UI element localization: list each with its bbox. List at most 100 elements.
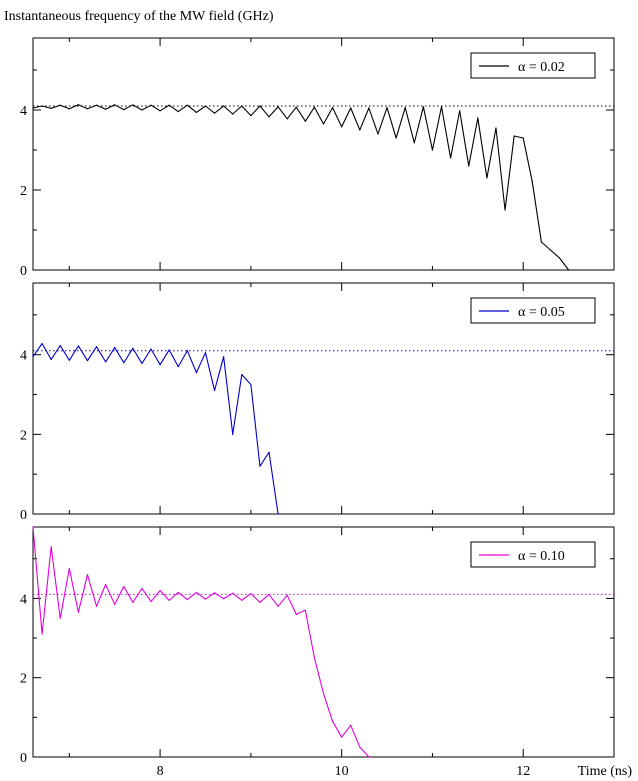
data-point: [477, 117, 479, 119]
data-point: [368, 107, 370, 109]
data-point: [268, 593, 270, 596]
data-point: [41, 633, 43, 635]
data-point: [304, 609, 306, 611]
data-point: [286, 118, 288, 120]
data-point: [549, 249, 552, 251]
data-point: [177, 591, 179, 594]
data-point: [177, 111, 179, 113]
data-point: [232, 433, 234, 435]
data-point: [286, 594, 288, 596]
data-point: [114, 104, 116, 106]
data-point: [132, 104, 134, 106]
data-point: [123, 109, 125, 111]
x-axis-label: Time (ns): [578, 764, 633, 779]
data-point: [268, 116, 270, 118]
data-point: [304, 120, 306, 122]
data-point: [223, 105, 225, 107]
data-point: [77, 104, 79, 106]
data-point: [468, 165, 470, 167]
data-point: [186, 598, 188, 601]
data-point: [123, 362, 125, 364]
data-point: [32, 526, 34, 528]
data-point: [213, 389, 216, 392]
panel-2: 0 2 4 α = 0.05: [20, 282, 615, 523]
data-point: [95, 346, 98, 348]
plot-frame: [32, 526, 615, 758]
data-point: [32, 107, 34, 109]
data-point: [50, 107, 52, 109]
data-point: [259, 105, 261, 107]
data-point: [241, 599, 243, 601]
data-point: [295, 613, 297, 615]
y-tick-label: 4: [20, 592, 27, 607]
data-point: [331, 720, 334, 722]
data-point: [250, 115, 252, 117]
data-point: [86, 573, 89, 576]
data-point: [223, 598, 225, 600]
data-point: [77, 345, 79, 347]
data-point: [141, 109, 143, 111]
data-point: [459, 110, 461, 112]
data-point: [531, 181, 533, 183]
data-point: [377, 133, 379, 135]
data-point: [114, 346, 116, 349]
plot-frame: [32, 37, 615, 271]
data-point: [213, 112, 216, 114]
legend-label: α = 0.10: [518, 549, 565, 564]
data-point: [313, 657, 316, 659]
plot-frame: [32, 282, 615, 515]
data-point: [168, 599, 170, 601]
data-point: [186, 104, 188, 106]
y-tick-label: 2: [20, 184, 27, 199]
y-tick-label: 0: [20, 751, 27, 766]
data-point: [204, 352, 207, 354]
data-point: [41, 105, 43, 107]
data-point: [558, 257, 561, 259]
data-point: [350, 107, 352, 109]
data-point: [141, 362, 143, 365]
y-tick-label: 0: [20, 508, 27, 523]
data-point: [50, 358, 52, 361]
y-tick-label: 0: [20, 264, 27, 279]
data-point: [141, 587, 143, 590]
data-point: [204, 598, 207, 600]
data-point: [277, 513, 279, 515]
legend-label: α = 0.02: [518, 60, 565, 75]
data-point: [86, 108, 89, 110]
series-line-3: [32, 526, 370, 758]
data-point: [250, 593, 252, 595]
data-point: [440, 106, 443, 108]
data-point: [195, 591, 198, 594]
data-point: [313, 106, 316, 108]
data-point: [59, 344, 61, 347]
legend: α = 0.02: [470, 52, 596, 79]
data-point: [359, 129, 361, 131]
data-point: [250, 383, 252, 386]
data-point: [32, 356, 34, 358]
legend-label: α = 0.05: [518, 305, 565, 320]
data-point: [213, 592, 216, 594]
x-tick-label: 10: [335, 764, 349, 779]
data-point: [150, 104, 152, 106]
series-line-1: [32, 104, 570, 271]
data-point: [268, 451, 270, 453]
data-point: [41, 342, 43, 345]
data-point: [150, 348, 152, 350]
data-point: [259, 601, 261, 603]
data-point: [159, 110, 161, 112]
data-point: [341, 126, 343, 128]
data-point: [449, 157, 452, 159]
data-point: [77, 611, 79, 613]
panel-1: 0 2 4 α = 0.02: [20, 37, 615, 279]
data-point: [105, 108, 107, 110]
data-point: [68, 359, 70, 361]
data-point: [195, 372, 198, 374]
chart-panels: 0 2 4 α = 0.02 0 2 4 α = 0.05 0 2 4 8 10 12 α = 0.10: [20, 37, 615, 779]
data-point: [95, 605, 98, 607]
data-point: [404, 107, 406, 109]
data-point: [168, 104, 170, 106]
data-point: [322, 692, 325, 695]
data-point: [331, 107, 334, 109]
x-tick-label: 12: [516, 764, 530, 779]
